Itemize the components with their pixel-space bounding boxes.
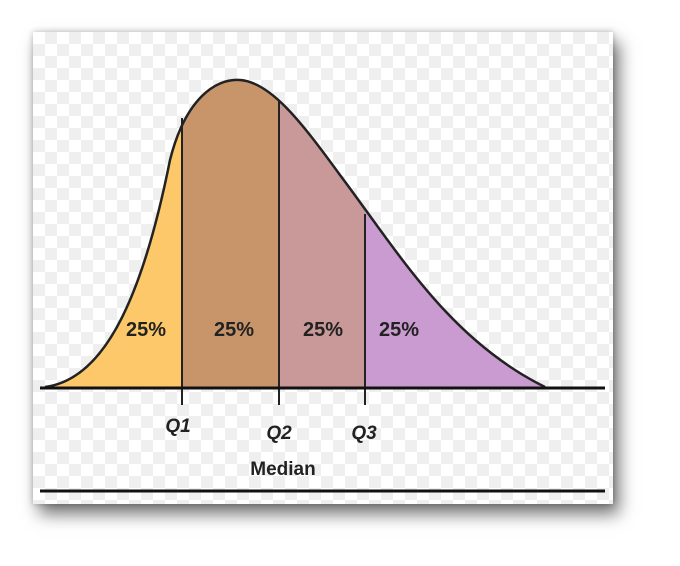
segment-3-label: 25%: [303, 319, 343, 341]
segment-4-label: 25%: [379, 319, 419, 341]
q3-label: Q3: [351, 423, 377, 444]
segment-2-label: 25%: [214, 319, 254, 341]
segment-1-label: 25%: [126, 319, 166, 341]
distribution-curve-fill: [45, 79, 545, 387]
q2-label: Q2: [266, 423, 292, 444]
segment-1-area: [45, 125, 182, 387]
segment-2-area: [182, 79, 279, 387]
segment-4-area: [365, 209, 545, 387]
segment-3-area: [279, 100, 365, 387]
q1-label: Q1: [165, 416, 190, 437]
distribution-curve-outline: [44, 78, 546, 389]
median-label: Median: [250, 459, 315, 480]
